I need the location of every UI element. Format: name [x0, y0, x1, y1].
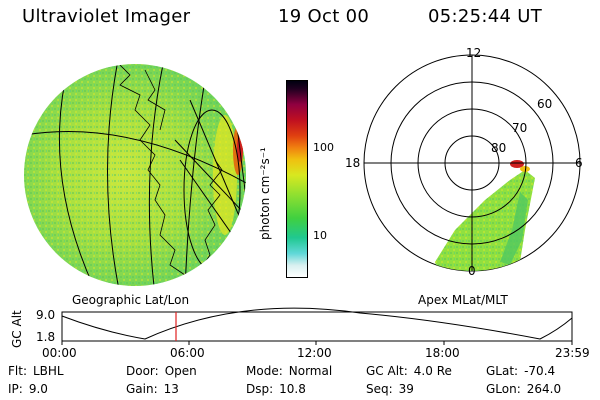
xtick-1800: 18:00	[425, 346, 460, 360]
altitude-ylabel: GC Alt	[10, 310, 24, 348]
xtick-1200: 12:00	[297, 346, 332, 360]
colorbar-tick-100: 100	[313, 141, 334, 154]
altitude-ytick-min: 1.8	[36, 330, 56, 344]
info-glon: GLon: 264.0	[486, 382, 562, 396]
mlt-label-18: 18	[345, 156, 361, 170]
info-seq: Seq: 39	[366, 382, 414, 396]
mlt-label-0: 0	[468, 264, 476, 278]
altitude-ytick-max: 9.0	[36, 308, 56, 322]
date-label: 19 Oct 00	[278, 6, 370, 27]
lat-label-80: 80	[491, 141, 507, 155]
info-dsp: Dsp: 10.8	[246, 382, 306, 396]
xtick-2359: 23:59	[555, 346, 590, 360]
left-map-caption: Geographic Lat/Lon	[72, 293, 190, 307]
colorbar-unit-label: photon cm⁻²s⁻¹	[258, 147, 272, 240]
info-mode: Mode: Normal	[246, 364, 333, 378]
lat-label-70: 70	[512, 121, 528, 135]
lat-label-60: 60	[537, 97, 553, 111]
mlt-label-6: 6	[575, 156, 583, 170]
polar-image	[363, 54, 581, 272]
colorbar	[286, 80, 308, 278]
info-gain: Gain: 13	[126, 382, 179, 396]
altitude-plot	[61, 307, 573, 345]
info-glat: GLat: -70.4	[486, 364, 556, 378]
colorbar-tick-10: 10	[313, 229, 327, 242]
info-flt: Flt: LBHL	[8, 364, 64, 378]
mlt-label-12: 12	[466, 46, 482, 60]
right-map-caption: Apex MLat/MLT	[418, 293, 508, 307]
geographic-image	[24, 64, 246, 286]
info-ip: IP: 9.0	[8, 382, 48, 396]
info-door: Door: Open	[126, 364, 197, 378]
app-title: Ultraviolet Imager	[22, 6, 191, 27]
info-gc-alt: GC Alt: 4.0 Re	[366, 364, 452, 378]
time-label: 05:25:44 UT	[428, 6, 543, 27]
xtick-0000: 00:00	[42, 346, 77, 360]
xtick-0600: 06:00	[170, 346, 205, 360]
